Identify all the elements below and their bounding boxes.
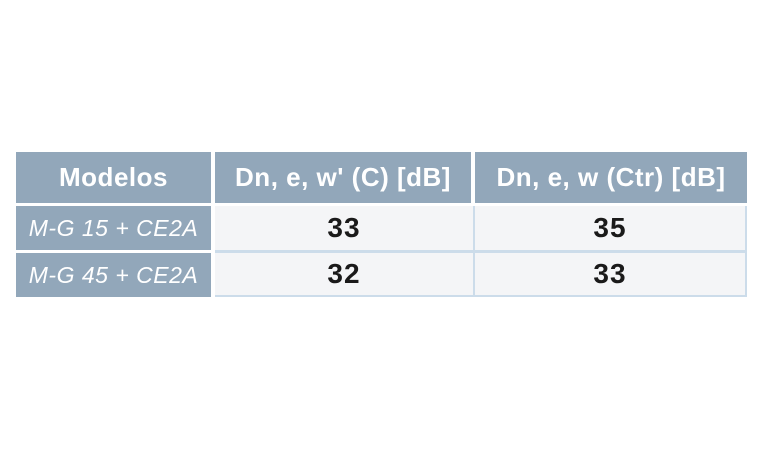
value-cell-mg45-c: 32 <box>215 253 475 297</box>
value-cell-mg15-c: 33 <box>215 206 475 253</box>
value-cell-mg15-ctr: 35 <box>475 206 747 253</box>
value-cell-mg45-ctr: 33 <box>475 253 747 297</box>
header-cell-dn-e-w-ctr-db: Dn, e, w (Ctr) [dB] <box>475 152 747 206</box>
model-cell-mg45: M-G 45 + CE2A <box>16 253 215 297</box>
header-cell-dn-e-w-c-db: Dn, e, w' (C) [dB] <box>215 152 475 206</box>
model-cell-mg15: M-G 15 + CE2A <box>16 206 215 253</box>
acoustic-results-table: Modelos Dn, e, w' (C) [dB] Dn, e, w (Ctr… <box>16 152 747 297</box>
header-cell-modelos: Modelos <box>16 152 215 206</box>
